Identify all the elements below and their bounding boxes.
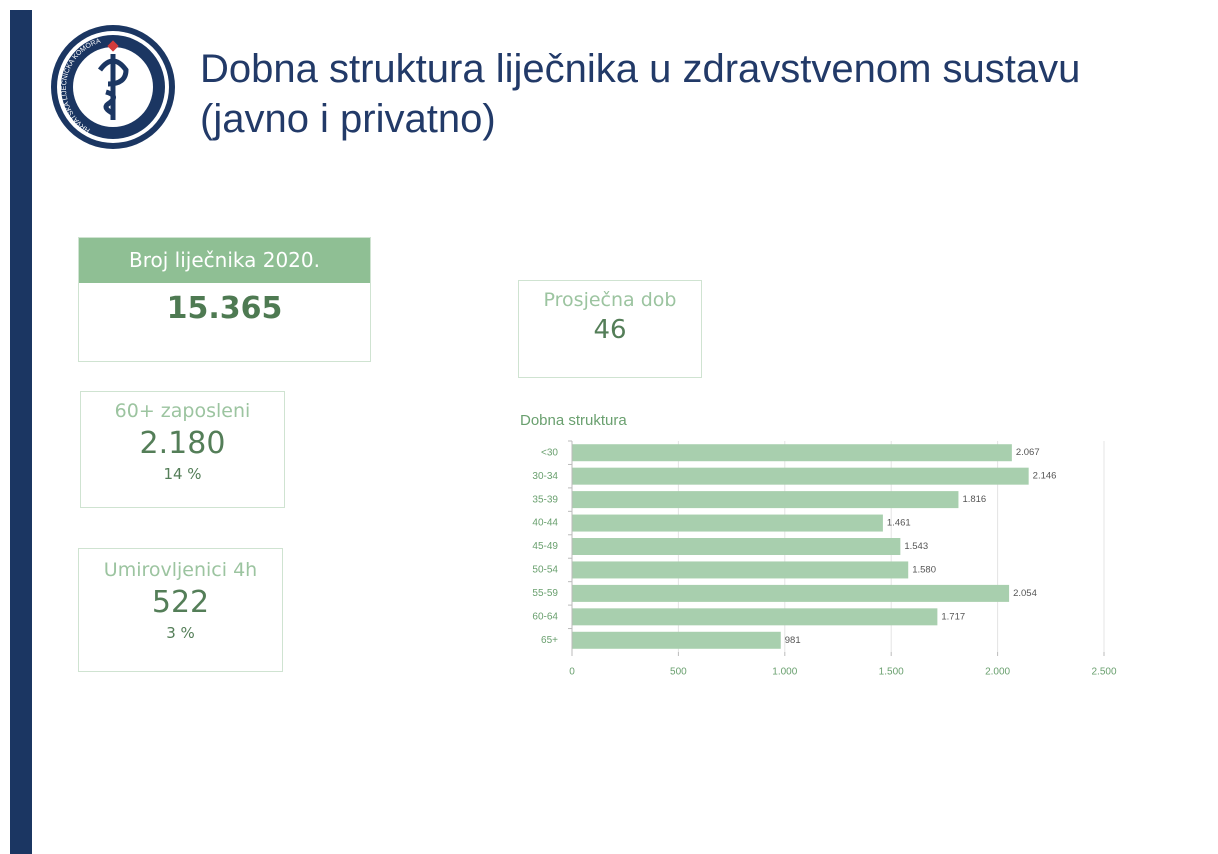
x-tick-label: 500 <box>670 667 687 678</box>
bar <box>572 608 938 626</box>
y-tick-label: 30-34 <box>532 471 558 482</box>
kpi-value: 2.180 <box>139 426 226 461</box>
value-label: 2.146 <box>1033 471 1057 482</box>
value-label: 1.461 <box>887 518 911 529</box>
x-tick-label: 1.500 <box>879 667 904 678</box>
bar <box>572 467 1029 485</box>
y-tick-label: 65+ <box>541 635 558 646</box>
bar <box>572 491 959 509</box>
y-tick-label: 35-39 <box>532 494 558 505</box>
y-tick-label: 45-49 <box>532 541 558 552</box>
kpi-value: 46 <box>593 315 627 345</box>
kpi-card: Umirovljenici 4h 522 3 % <box>78 548 283 672</box>
kpi-header: Broj liječnika 2020. <box>79 238 370 283</box>
kpi-label: 60+ zaposleni <box>114 400 251 422</box>
kpi-card: Prosječna dob 46 <box>518 280 702 378</box>
value-label: 2.054 <box>1013 588 1037 599</box>
y-tick-label: 55-59 <box>532 588 558 599</box>
value-label: 981 <box>785 635 801 646</box>
y-tick-label: <30 <box>541 447 558 458</box>
x-tick-label: 0 <box>569 667 575 678</box>
x-tick-label: 2.000 <box>985 667 1010 678</box>
bar <box>572 561 909 579</box>
bar <box>572 538 901 555</box>
chart-title: Dobna struktura <box>520 412 627 429</box>
value-label: 1.717 <box>941 611 965 622</box>
y-tick-label: 60-64 <box>532 611 558 622</box>
y-tick-label: 40-44 <box>532 518 558 529</box>
kpi-percent: 3 % <box>166 624 195 642</box>
y-tick-label: 50-54 <box>532 565 558 576</box>
kpi-label: Umirovljenici 4h <box>103 559 258 581</box>
side-bar <box>10 10 32 854</box>
kpi-card: 60+ zaposleni 2.180 14 % <box>80 391 285 508</box>
bar <box>572 514 883 532</box>
value-label: 1.543 <box>904 541 928 552</box>
kpi-percent: 14 % <box>163 465 202 483</box>
logo: HRVATSKA LIJEČNIČKA KOMORA <box>51 25 175 149</box>
kpi-label: Prosječna dob <box>543 289 677 311</box>
bar <box>572 631 781 649</box>
x-tick-label: 1.000 <box>772 667 797 678</box>
kpi-value: 522 <box>151 585 210 620</box>
logo-symbol <box>97 54 129 120</box>
kpi-card: Broj liječnika 2020. 15.365 <box>78 237 371 362</box>
value-label: 1.580 <box>912 564 936 575</box>
x-tick-label: 2.500 <box>1091 667 1116 678</box>
bar <box>572 444 1012 462</box>
value-label: 1.816 <box>962 494 986 505</box>
slide-title: Dobna struktura liječnika u zdravstvenom… <box>200 47 1081 141</box>
value-label: 2.067 <box>1016 447 1040 458</box>
kpi-value: 15.365 <box>166 291 283 326</box>
bar <box>572 584 1010 602</box>
